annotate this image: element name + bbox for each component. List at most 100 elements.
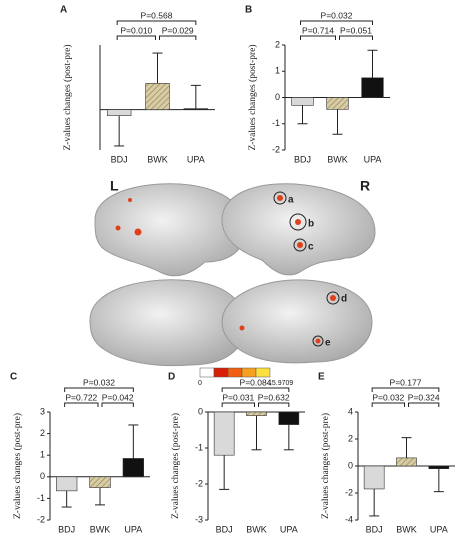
p-value: P=0.632 bbox=[258, 392, 290, 402]
colorbar-max: 15.9709 bbox=[268, 380, 293, 387]
left-label: L bbox=[110, 178, 119, 194]
roi-circle bbox=[312, 335, 324, 347]
significance-bracket bbox=[221, 402, 255, 407]
brain-images: L R a b c d e bbox=[89, 178, 376, 387]
y-tick-label: 1 bbox=[275, 66, 280, 76]
panel-letter: A bbox=[60, 5, 67, 16]
error-bar bbox=[219, 455, 230, 490]
y-tick-label: 3 bbox=[40, 406, 45, 416]
y-tick-label: -2 bbox=[345, 487, 353, 497]
activation bbox=[115, 225, 121, 231]
significance-bracket bbox=[116, 35, 156, 40]
y-tick-label: -4 bbox=[345, 514, 353, 524]
x-tick-label: BWK bbox=[246, 524, 267, 534]
error-bar bbox=[297, 105, 308, 125]
x-tick-label: BWK bbox=[327, 154, 348, 164]
p-value: P=0.084 bbox=[240, 377, 272, 387]
bar bbox=[363, 465, 385, 490]
significance-bracket bbox=[371, 387, 440, 392]
roi-circle bbox=[326, 291, 340, 305]
p-value: P=0.177 bbox=[390, 377, 422, 387]
x-tick-label: BDJ bbox=[294, 154, 311, 164]
y-tick-label: 4 bbox=[348, 406, 353, 416]
x-tick-label: UPA bbox=[187, 154, 205, 164]
p-value: P=0.714 bbox=[302, 25, 334, 35]
bar bbox=[396, 457, 417, 467]
bar bbox=[122, 458, 144, 478]
y-tick-label: -2 bbox=[272, 144, 280, 154]
error-bar bbox=[369, 488, 380, 517]
activation bbox=[315, 338, 321, 344]
y-axis-label: Z-values changes (post-pre) bbox=[170, 413, 181, 519]
activation bbox=[277, 195, 283, 201]
y-axis-label: Z-values changes (post-pre) bbox=[12, 413, 23, 519]
significance-bracket bbox=[339, 35, 373, 40]
error-bar bbox=[114, 115, 125, 147]
bar bbox=[428, 465, 450, 469]
activation bbox=[295, 219, 301, 225]
y-tick-label: -2 bbox=[195, 478, 203, 488]
roi-circle bbox=[293, 238, 307, 252]
p-value: P=0.032 bbox=[372, 392, 404, 402]
y-axis-label: Z-values changes (post-pre) bbox=[62, 44, 73, 150]
bar bbox=[183, 108, 209, 110]
y-tick-label: -2 bbox=[37, 514, 45, 524]
bar bbox=[278, 411, 300, 425]
activation bbox=[128, 198, 132, 202]
bar bbox=[145, 83, 170, 110]
y-tick-label: 0 bbox=[275, 92, 280, 102]
panel-letter: D bbox=[168, 372, 175, 383]
significance-bracket bbox=[64, 402, 99, 407]
p-value: P=0.324 bbox=[408, 392, 440, 402]
x-tick-label: BWK bbox=[147, 154, 168, 164]
bar bbox=[106, 109, 132, 116]
p-value: P=0.032 bbox=[321, 10, 353, 20]
y-tick-label: 1 bbox=[40, 450, 45, 460]
p-value: P=0.029 bbox=[162, 25, 194, 35]
y-tick-label: -1 bbox=[195, 442, 203, 452]
p-value: P=0.722 bbox=[65, 392, 97, 402]
x-tick-label: BDJ bbox=[216, 524, 233, 534]
error-bar bbox=[152, 52, 163, 84]
x-tick-label: BDJ bbox=[366, 524, 383, 534]
significance-bracket bbox=[300, 20, 373, 25]
panel-letter: E bbox=[318, 372, 325, 383]
x-tick-label: BWK bbox=[396, 524, 417, 534]
error-bar bbox=[95, 487, 105, 506]
p-value: P=0.051 bbox=[340, 25, 372, 35]
bar bbox=[326, 97, 349, 110]
significance-bracket bbox=[408, 402, 440, 407]
error-bar bbox=[128, 424, 139, 459]
activation bbox=[330, 295, 336, 301]
y-tick-label: 2 bbox=[275, 39, 280, 49]
p-value: P=0.031 bbox=[222, 392, 254, 402]
brain-right-medial bbox=[221, 279, 373, 364]
colorbar-min: 0 bbox=[198, 380, 202, 387]
y-tick-label: -3 bbox=[195, 514, 203, 524]
error-bar bbox=[433, 468, 444, 493]
error-bar bbox=[61, 490, 72, 508]
y-tick-label: 0 bbox=[40, 471, 45, 481]
x-tick-label: BDJ bbox=[111, 154, 128, 164]
bar bbox=[291, 97, 314, 106]
x-tick-label: UPA bbox=[430, 524, 448, 534]
y-axis-label: Z-values changes (post-pre) bbox=[247, 44, 258, 150]
roi-label: a bbox=[288, 195, 294, 206]
y-tick-label: 2 bbox=[348, 433, 353, 443]
brain-right-lateral bbox=[221, 183, 376, 276]
roi-label: c bbox=[308, 242, 314, 253]
p-value: P=0.568 bbox=[141, 10, 173, 20]
significance-bracket bbox=[258, 402, 290, 407]
error-bar bbox=[401, 437, 412, 458]
y-tick-label: 0 bbox=[348, 460, 353, 470]
y-tick-label: -1 bbox=[37, 493, 45, 503]
panel-letter: C bbox=[10, 372, 17, 383]
bar bbox=[89, 476, 111, 488]
error-bar bbox=[190, 84, 201, 109]
significance-bracket bbox=[221, 387, 290, 392]
significance-bracket bbox=[371, 402, 405, 407]
roi-label: b bbox=[308, 219, 314, 230]
brain-left-lateral bbox=[94, 183, 246, 277]
roi-circle bbox=[273, 191, 287, 205]
significance-bracket bbox=[101, 402, 134, 407]
